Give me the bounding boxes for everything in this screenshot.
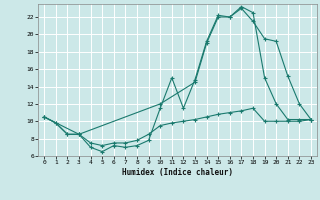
X-axis label: Humidex (Indice chaleur): Humidex (Indice chaleur) bbox=[122, 168, 233, 177]
